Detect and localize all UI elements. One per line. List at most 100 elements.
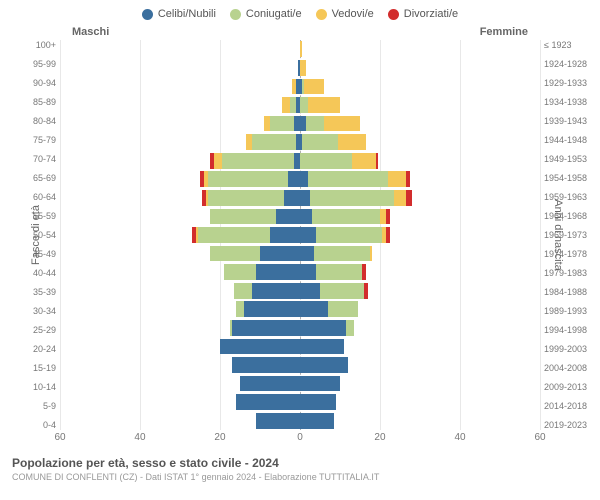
bar-segment	[300, 97, 308, 113]
bar-segment	[406, 171, 410, 187]
pyramid-row	[60, 79, 540, 95]
bar-segment	[224, 264, 256, 280]
age-tick: 60-64	[12, 192, 56, 202]
age-tick: 20-24	[12, 344, 56, 354]
bar-segment	[316, 264, 362, 280]
female-half	[300, 301, 540, 317]
legend-item: Celibi/Nubili	[142, 8, 216, 20]
male-half	[60, 41, 300, 57]
bar-segment	[386, 227, 390, 243]
birth-tick: 2014-2018	[544, 401, 588, 411]
pyramid-row	[60, 246, 540, 262]
bar-segment	[232, 357, 300, 373]
x-tick: 40	[134, 432, 145, 443]
female-half	[300, 97, 540, 113]
female-half	[300, 264, 540, 280]
bar-segment	[300, 357, 348, 373]
female-half	[300, 116, 540, 132]
bar-segment	[236, 301, 244, 317]
female-half	[300, 227, 540, 243]
chart-title: Popolazione per età, sesso e stato civil…	[12, 456, 588, 470]
bar-segment	[260, 246, 300, 262]
female-half	[300, 283, 540, 299]
bar-segment	[406, 190, 412, 206]
female-half	[300, 171, 540, 187]
legend-label: Vedovi/e	[332, 8, 374, 20]
male-half	[60, 79, 300, 95]
legend-swatch	[316, 9, 327, 20]
pyramid-row	[60, 97, 540, 113]
female-half	[300, 79, 540, 95]
pyramid-row	[60, 394, 540, 410]
age-tick: 30-34	[12, 306, 56, 316]
female-half	[300, 320, 540, 336]
male-half	[60, 209, 300, 225]
bar-segment	[270, 227, 300, 243]
bar-segment	[302, 134, 338, 150]
x-tick: 60	[54, 432, 65, 443]
bar-segment	[364, 283, 368, 299]
bar-segment	[222, 153, 294, 169]
female-half	[300, 153, 540, 169]
y-axis-title-right: Anni di nascita	[552, 199, 564, 271]
age-tick: 75-79	[12, 135, 56, 145]
birth-tick: 1939-1943	[544, 116, 588, 126]
pyramid-row	[60, 264, 540, 280]
bar-segment	[210, 209, 276, 225]
bar-segment	[320, 283, 364, 299]
bar-segment	[300, 60, 306, 76]
bar-segment	[328, 301, 358, 317]
male-half	[60, 97, 300, 113]
pyramid-row	[60, 134, 540, 150]
age-tick: 25-29	[12, 325, 56, 335]
bar-segment	[256, 413, 300, 429]
bar-segment	[252, 283, 300, 299]
bar-segment	[308, 171, 388, 187]
bar-segment	[300, 209, 312, 225]
bar-segment	[386, 209, 390, 225]
population-pyramid-chart: Celibi/Nubili Coniugati/e Vedovi/e Divorzia…	[0, 0, 600, 500]
legend-item: Divorziati/e	[388, 8, 458, 20]
bar-segment	[352, 153, 376, 169]
age-tick: 70-74	[12, 154, 56, 164]
bar-segment	[314, 246, 370, 262]
female-half	[300, 357, 540, 373]
pyramid-row	[60, 116, 540, 132]
bar-segment	[256, 264, 300, 280]
age-tick: 95-99	[12, 59, 56, 69]
age-tick: 0-4	[12, 420, 56, 430]
legend-label: Celibi/Nubili	[158, 8, 216, 20]
birth-tick: 2019-2023	[544, 420, 588, 430]
male-half	[60, 320, 300, 336]
bar-segment	[362, 264, 366, 280]
pyramid-row	[60, 41, 540, 57]
pyramid-row	[60, 60, 540, 76]
legend-item: Coniugati/e	[230, 8, 302, 20]
bar-segment	[300, 171, 308, 187]
age-tick: 65-69	[12, 173, 56, 183]
bar-segment	[310, 190, 394, 206]
bar-segment	[376, 153, 378, 169]
pyramid-row	[60, 301, 540, 317]
bar-segment	[304, 79, 324, 95]
birth-tick: 2009-2013	[544, 382, 588, 392]
age-tick: 100+	[12, 40, 56, 50]
pyramid-row	[60, 413, 540, 429]
male-half	[60, 394, 300, 410]
bar-segment	[214, 153, 222, 169]
bar-segment	[394, 190, 406, 206]
x-tick: 40	[454, 432, 465, 443]
age-tick: 5-9	[12, 401, 56, 411]
legend-item: Vedovi/e	[316, 8, 374, 20]
female-header: Femmine	[480, 26, 528, 38]
male-header: Maschi	[72, 26, 109, 38]
pyramid-row	[60, 283, 540, 299]
male-half	[60, 171, 300, 187]
legend-swatch	[142, 9, 153, 20]
male-half	[60, 339, 300, 355]
bar-segment	[234, 283, 252, 299]
legend-label: Divorziati/e	[404, 8, 458, 20]
pyramid-row	[60, 339, 540, 355]
bar-segment	[388, 171, 406, 187]
birth-tick: 1984-1988	[544, 287, 588, 297]
